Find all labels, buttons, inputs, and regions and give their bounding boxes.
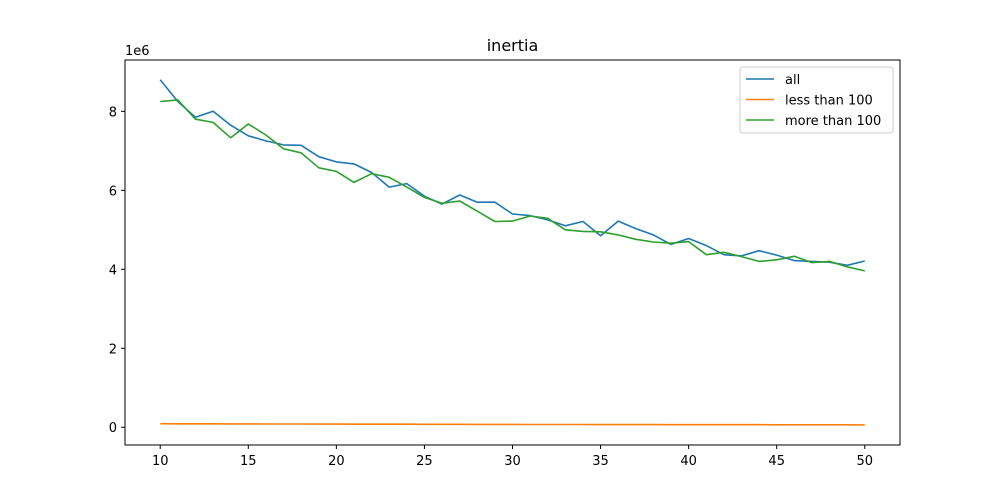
x-axis: 10 15 20 25 30 35 40 45 50 <box>152 445 873 469</box>
x-tick-label: 20 <box>328 454 345 469</box>
y-tick-label: 0 <box>109 421 117 436</box>
chart-title: inertia <box>487 36 539 55</box>
legend-label: more than 100 <box>785 114 881 129</box>
plot-content <box>159 79 865 426</box>
x-tick-label: 30 <box>504 454 521 469</box>
series-line-more-than-100 <box>160 99 865 272</box>
y-tick-label: 6 <box>109 184 117 199</box>
x-tick-label: 45 <box>768 454 785 469</box>
x-tick-label: 35 <box>592 454 609 469</box>
series-line-less-than-100 <box>160 422 865 426</box>
y-axis-offset-label: 1e6 <box>125 44 150 59</box>
x-tick-label: 50 <box>856 454 873 469</box>
legend-label: all <box>785 73 800 88</box>
legend-box <box>739 66 894 134</box>
legend: all less than 100 more than 100 <box>739 66 894 134</box>
x-tick-label: 40 <box>680 454 697 469</box>
y-axis: 0 2 4 6 8 <box>109 105 125 436</box>
y-tick-label: 4 <box>109 263 117 278</box>
y-tick-label: 8 <box>109 105 117 120</box>
x-tick-label: 25 <box>416 454 433 469</box>
x-tick-label: 10 <box>152 454 169 469</box>
y-tick-label: 2 <box>109 342 117 357</box>
legend-label: less than 100 <box>785 94 873 109</box>
x-tick-label: 15 <box>240 454 257 469</box>
